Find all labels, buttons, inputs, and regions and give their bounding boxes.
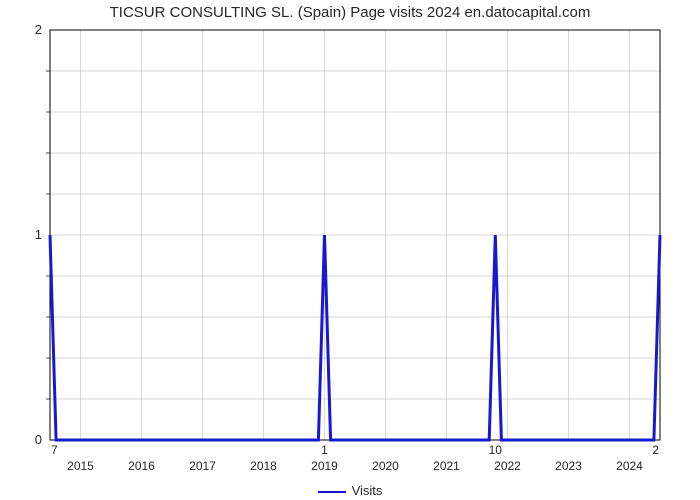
data-point-annotation: 1	[321, 443, 328, 457]
data-point-annotation: 2	[652, 443, 659, 457]
legend-swatch	[318, 491, 346, 493]
x-axis-tick-label: 2019	[311, 459, 338, 473]
x-axis-tick-label: 2022	[494, 459, 521, 473]
y-axis-tick-label: 0	[35, 432, 42, 447]
legend-label: Visits	[352, 483, 383, 498]
x-axis-tick-label: 2017	[189, 459, 216, 473]
data-point-annotation: 7	[51, 443, 58, 457]
x-axis-tick-label: 2023	[555, 459, 582, 473]
x-axis-tick-label: 2021	[433, 459, 460, 473]
x-axis-tick-label: 2015	[67, 459, 94, 473]
visits-line-chart: 0 1 2 2015 2016 2017 2018 2019 2020 2021 2022 2023 2…	[0, 0, 700, 500]
x-axis-tick-label: 2020	[372, 459, 399, 473]
x-axis-tick-label: 2024	[616, 459, 643, 473]
x-axis-tick-label: 2016	[128, 459, 155, 473]
data-point-annotation: 10	[489, 443, 503, 457]
y-axis-tick-label: 2	[35, 22, 42, 37]
y-axis-tick-label: 1	[35, 227, 42, 242]
chart-legend: Visits	[0, 483, 700, 498]
x-axis-tick-label: 2018	[250, 459, 277, 473]
